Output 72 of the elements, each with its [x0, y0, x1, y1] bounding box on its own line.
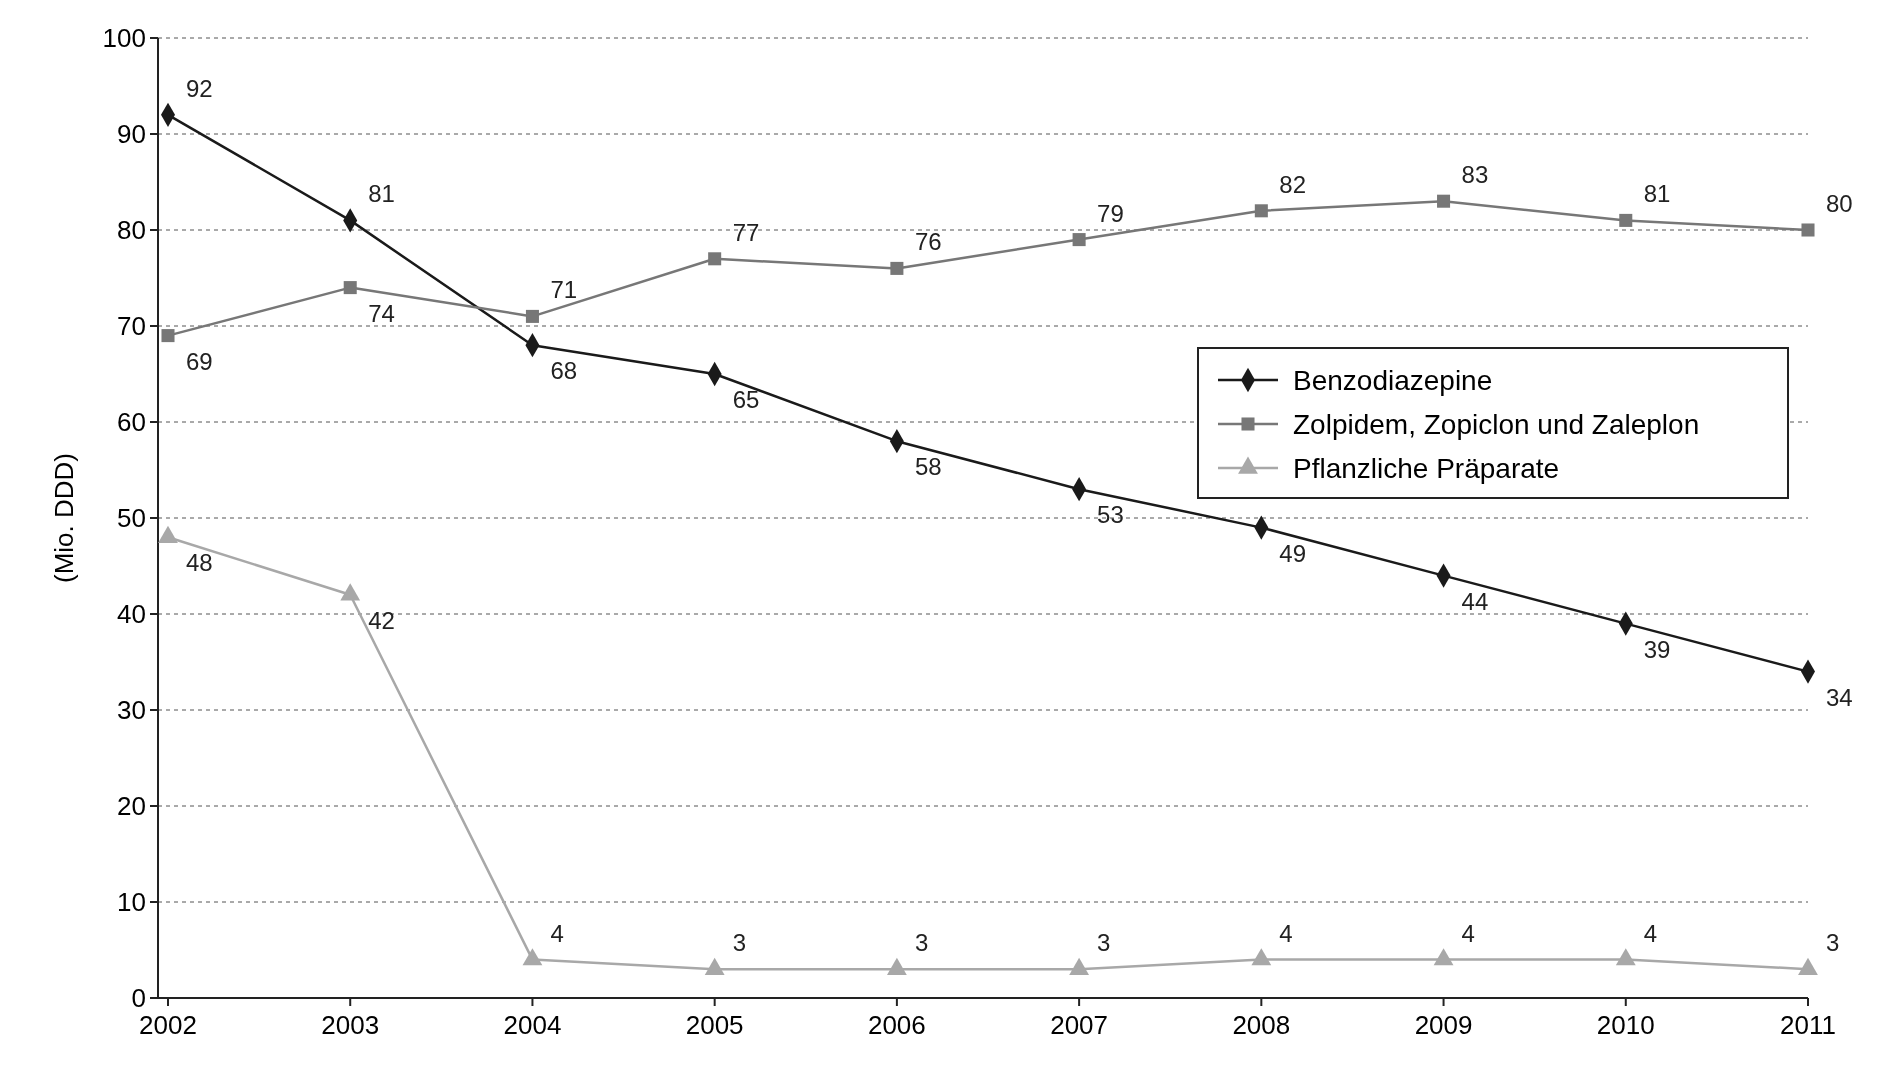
data-label: 4: [550, 919, 564, 947]
data-label: 79: [1097, 199, 1124, 227]
data-label: 44: [1461, 587, 1489, 615]
data-label: 39: [1643, 635, 1671, 663]
data-label: 48: [186, 549, 213, 577]
data-label: 76: [914, 228, 942, 256]
point: [522, 948, 543, 966]
x-tick-label: 2010: [1596, 1010, 1655, 1040]
point: [1437, 194, 1451, 208]
x-tick-label: 2009: [1414, 1010, 1473, 1040]
y-tick-label: 90: [117, 119, 146, 150]
data-label: 83: [1461, 161, 1489, 189]
data-label: 3: [914, 929, 929, 957]
legend-label: Pflanzliche Präparate: [1293, 452, 1560, 484]
y-axis-title: (Mio. DDD): [49, 453, 79, 583]
point: [886, 957, 907, 975]
data-label: 69: [186, 347, 213, 375]
data-label: 4: [1643, 919, 1658, 947]
x-tick-label: 2003: [321, 1010, 380, 1040]
point: [1072, 233, 1086, 247]
data-label: 82: [1279, 170, 1307, 198]
data-label: 4: [1279, 919, 1293, 947]
point: [890, 261, 904, 275]
point: [1254, 204, 1268, 218]
data-label: 71: [550, 276, 578, 304]
point: [1433, 948, 1454, 966]
data-label: 65: [732, 386, 760, 413]
data-label: 80: [1826, 190, 1853, 217]
legend-label: Benzodiazepine: [1293, 364, 1493, 396]
data-label: 3: [1826, 929, 1840, 957]
legend-label: Zolpidem, Zopiclon und Zaleplon: [1293, 408, 1700, 440]
point: [343, 281, 357, 295]
point: [161, 329, 175, 343]
y-tick-label: 10: [117, 887, 146, 918]
data-label: 49: [1279, 539, 1307, 567]
point: [1619, 213, 1633, 227]
data-label: 58: [914, 453, 942, 481]
point: [340, 583, 361, 601]
point: [1615, 948, 1636, 966]
y-tick-label: 80: [117, 215, 146, 246]
point: [1798, 957, 1818, 975]
data-label: 81: [1643, 180, 1671, 208]
y-tick-label: 100: [102, 23, 146, 54]
data-label: 34: [1826, 683, 1853, 711]
y-tick-label: 50: [117, 503, 146, 534]
point: [1069, 957, 1090, 975]
point: [704, 957, 725, 975]
data-label: 81: [368, 180, 395, 208]
data-label: 4: [1461, 919, 1475, 947]
point: [708, 252, 722, 266]
y-tick-label: 70: [117, 311, 146, 342]
data-label: 42: [368, 606, 395, 634]
y-tick-label: 30: [117, 695, 146, 726]
point: [1251, 948, 1272, 966]
x-tick-label: 2005: [685, 1010, 744, 1040]
x-tick-label: 2006: [867, 1010, 926, 1040]
data-label: 68: [550, 357, 578, 385]
data-label: 3: [732, 929, 747, 957]
data-label: 74: [368, 299, 395, 327]
data-label: 92: [186, 74, 213, 102]
data-label: 3: [1097, 929, 1111, 957]
point: [525, 309, 539, 323]
point: [1801, 223, 1815, 237]
data-label: 77: [732, 218, 760, 246]
x-tick-label: 2008: [1232, 1010, 1291, 1040]
y-tick-label: 40: [117, 599, 146, 630]
x-tick-label: 2004: [503, 1010, 562, 1040]
y-tick-label: 60: [117, 407, 146, 438]
x-tick-label: 2011: [1780, 1010, 1836, 1040]
y-tick-label: 20: [117, 791, 146, 822]
x-tick-label: 2007: [1050, 1010, 1109, 1040]
data-label: 53: [1097, 501, 1124, 529]
